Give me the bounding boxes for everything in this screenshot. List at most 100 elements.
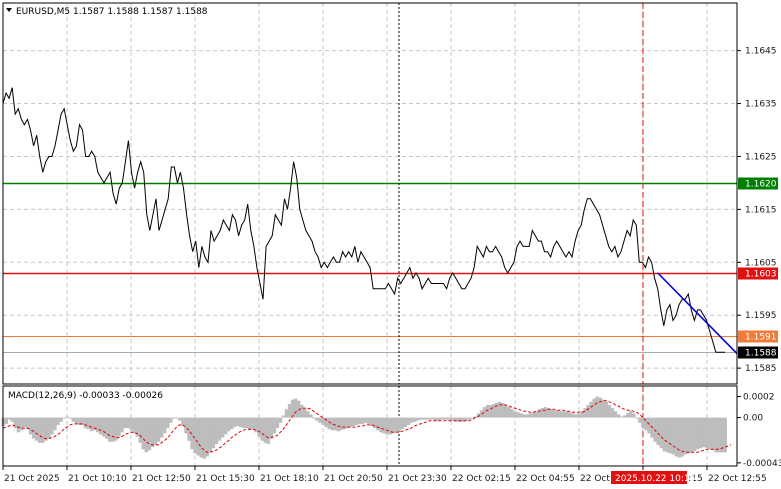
macd-histogram-bar [574,414,578,418]
macd-histogram-bar [622,415,627,418]
macd-histogram-bar [677,417,682,458]
macd-histogram-bar [382,417,386,434]
macd-histogram-bar [135,417,139,437]
macd-histogram-bar [376,417,380,431]
macd-histogram-bar [367,417,371,424]
macd-histogram-bar [577,413,581,418]
macd-histogram-bar [190,417,194,450]
macd-histogram-bar [421,417,426,420]
macd-histogram-bar [47,417,51,439]
level-tag-red [738,267,778,280]
time-tick-label: 21 Oct 10:10 [68,474,127,484]
macd-histogram-bar [693,417,697,452]
macd-histogram-bar [434,417,438,421]
macd-histogram-bar [638,417,642,423]
macd-histogram-bar [159,417,164,438]
macd-histogram-bar [479,410,484,418]
macd-histogram-bar [65,416,69,418]
macd-axis: 0.0002 0.00 -0.00043 [737,393,781,469]
macd-histogram-bar [671,417,676,455]
macd-histogram-bar [598,397,603,418]
macd-histogram-bar [351,417,356,426]
level-tag-orange [738,330,778,343]
macd-histogram-bar [211,417,216,449]
macd-histogram-bar [501,402,505,418]
macd-histogram-bar [117,417,121,437]
price-tick-label: 1.1645 [745,47,777,57]
price-tick-label: 1.1625 [745,152,777,162]
macd-histogram-bar [531,412,535,418]
macd-histogram-bar [613,411,618,418]
macd-histogram-bar [86,417,91,430]
macd-histogram-bar [296,400,301,418]
macd-histogram-bar [625,413,630,418]
level-tag-label-green: 1.1620 [745,180,777,190]
macd-histogram-bar [184,417,188,434]
macd-histogram-bar [391,417,395,434]
macd-histogram-bar [431,417,435,420]
dropdown-triangle-icon[interactable] [6,8,12,12]
macd-histogram-bar [571,413,575,418]
macd-histogram-bar [92,417,97,431]
macd-histogram-bar [674,417,679,457]
macd-histogram-bar [616,414,621,418]
macd-histogram-bar [44,417,48,441]
price-tick-label: 1.1605 [745,258,777,268]
level-tag-green [738,177,778,190]
macd-histogram-bar [153,417,158,445]
macd-histogram-bar [409,417,414,423]
macd-histogram-bar [689,417,694,453]
macd-histogram-bar [540,408,545,418]
macd-histogram-bar [595,396,599,418]
macd-histogram-bar [510,409,514,418]
macd-histogram-bar [686,417,691,454]
macd-histogram-bar [720,417,724,453]
macd-histogram-bar [181,417,185,426]
macd-histogram-bar [77,417,82,425]
macd-histogram-bar [83,417,88,429]
macd-histogram-bar [580,411,584,418]
macd-histogram-bar [406,417,411,425]
macd-histogram-bar [272,417,277,434]
macd-histogram-bar [345,417,350,429]
macd-histogram-bar [199,417,203,458]
macd-tick-label: -0.00043 [743,459,781,469]
macd-histogram-bar [583,408,587,418]
macd-panel-frame [2,385,738,467]
macd-histogram-bar [281,415,286,418]
macd-histogram-bar [680,417,685,457]
macd-tick-label: 0.0002 [743,393,775,403]
macd-histogram-bar [491,403,496,418]
macd-histogram-bar [610,408,615,418]
macd-histogram-bar [239,417,243,428]
macd-histogram-bar [233,417,237,428]
macd-histogram-bar [324,417,328,428]
macd-histogram-bar [342,417,347,430]
macd-histogram-bar [275,417,280,429]
macd-histogram-bar [111,417,115,442]
macd-histogram-bar [388,417,392,435]
macd-histogram-bar [132,417,136,434]
macd-histogram-bar [147,417,152,451]
macd-histogram-bar [254,417,258,433]
macd-histogram-bar [354,417,359,425]
macd-histogram-bar [589,401,593,418]
macd-histogram-bar [494,402,499,418]
price-panel-frame [2,2,738,385]
macd-histogram-bar [318,417,322,423]
level-tag-label-red: 1.1603 [745,270,777,280]
time-tick-label: 21 Oct 18:10 [260,474,319,484]
price-series [2,87,738,355]
macd-histogram-bar [10,417,15,422]
macd-histogram-bar [653,417,657,442]
macd-histogram-bar [309,414,313,418]
macd-histogram-bar [321,417,325,425]
level-tag-label-orange: 1.1591 [745,333,777,343]
time-tick-label: 22 Oct 07:35 [580,474,639,484]
macd-histogram-bar [364,417,368,423]
macd-tick-label: 0.00 [743,414,763,424]
macd-histogram-bar [604,401,609,418]
macd-histogram-bar [162,417,167,434]
